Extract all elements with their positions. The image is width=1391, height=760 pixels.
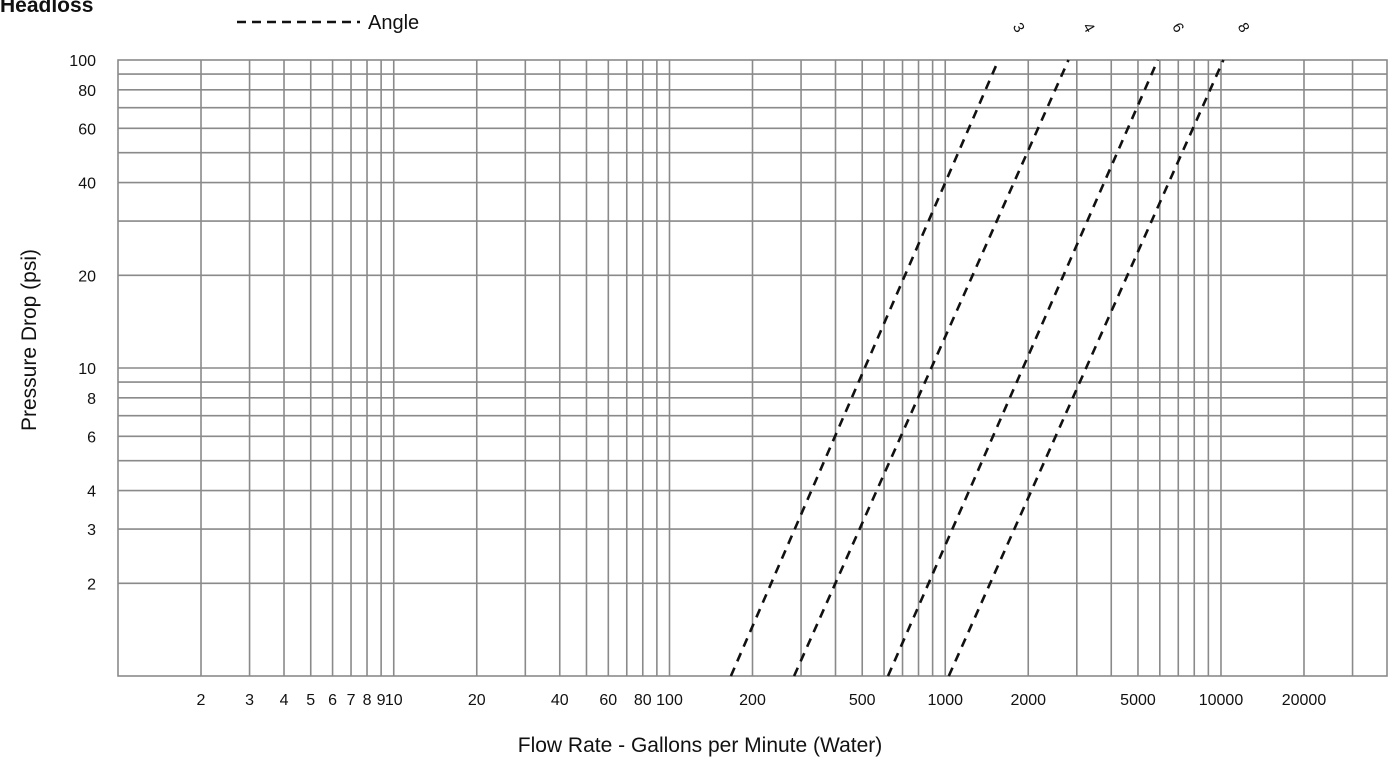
x-tick-label: 40 bbox=[551, 692, 569, 709]
series-label-8: 8 bbox=[1234, 20, 1253, 36]
x-tick-label: 10000 bbox=[1199, 692, 1244, 709]
x-tick-label: 20000 bbox=[1282, 692, 1327, 709]
x-tick-label: 2 bbox=[197, 692, 206, 709]
x-tick-label: 500 bbox=[849, 692, 876, 709]
x-tick-label: 20 bbox=[468, 692, 486, 709]
x-tick-label: 4 bbox=[280, 692, 289, 709]
x-axis-label: Flow Rate - Gallons per Minute (Water) bbox=[518, 734, 883, 757]
y-tick-label: 8 bbox=[87, 391, 96, 408]
x-tick-label: 5000 bbox=[1120, 692, 1156, 709]
legend-label: Angle bbox=[368, 12, 419, 34]
y-tick-label: 3 bbox=[87, 522, 96, 539]
y-tick-label: 10 bbox=[78, 361, 96, 378]
x-tick-label: 3 bbox=[245, 692, 254, 709]
x-tick-label: 6 bbox=[328, 692, 337, 709]
series-lines: 3 4 6 8 bbox=[729, 20, 1253, 677]
y-tick-label: 80 bbox=[78, 83, 96, 100]
x-tick-label: 5 bbox=[306, 692, 315, 709]
x-axis-tick-labels: 2 3 4 5 6 7 8 9 10 20 40 60 80 100 200 500 1000 2000 5000 1… bbox=[197, 692, 1327, 709]
x-tick-label: 200 bbox=[739, 692, 766, 709]
y-tick-label: 20 bbox=[78, 268, 96, 285]
series-line-8 bbox=[947, 59, 1225, 677]
y-tick-label: 60 bbox=[78, 121, 96, 138]
series-label-4: 4 bbox=[1079, 20, 1098, 36]
x-tick-label: 80 bbox=[634, 692, 652, 709]
x-tick-label: 9 bbox=[377, 692, 386, 709]
y-tick-label: 2 bbox=[87, 576, 96, 593]
x-tick-label: 10 bbox=[385, 692, 403, 709]
x-tick-label: 1000 bbox=[927, 692, 963, 709]
series-label-3: 3 bbox=[1009, 20, 1028, 36]
x-tick-label: 8 bbox=[363, 692, 372, 709]
y-tick-label: 6 bbox=[87, 429, 96, 446]
y-axis-tick-labels: 100 80 60 40 20 10 8 6 4 3 2 bbox=[69, 53, 96, 593]
y-tick-label: 40 bbox=[78, 176, 96, 193]
chart-title: Headloss bbox=[0, 0, 93, 17]
series-line-6 bbox=[886, 59, 1159, 677]
y-tick-label: 4 bbox=[87, 484, 96, 501]
grid bbox=[117, 59, 1388, 677]
series-label-6: 6 bbox=[1168, 20, 1187, 36]
x-tick-label: 7 bbox=[347, 692, 356, 709]
x-tick-label: 2000 bbox=[1010, 692, 1046, 709]
y-axis-label: Pressure Drop (psi) bbox=[18, 249, 41, 431]
x-tick-label: 100 bbox=[656, 692, 683, 709]
y-tick-label: 100 bbox=[69, 53, 96, 70]
x-tick-label: 60 bbox=[599, 692, 617, 709]
series-line-4 bbox=[792, 59, 1070, 677]
